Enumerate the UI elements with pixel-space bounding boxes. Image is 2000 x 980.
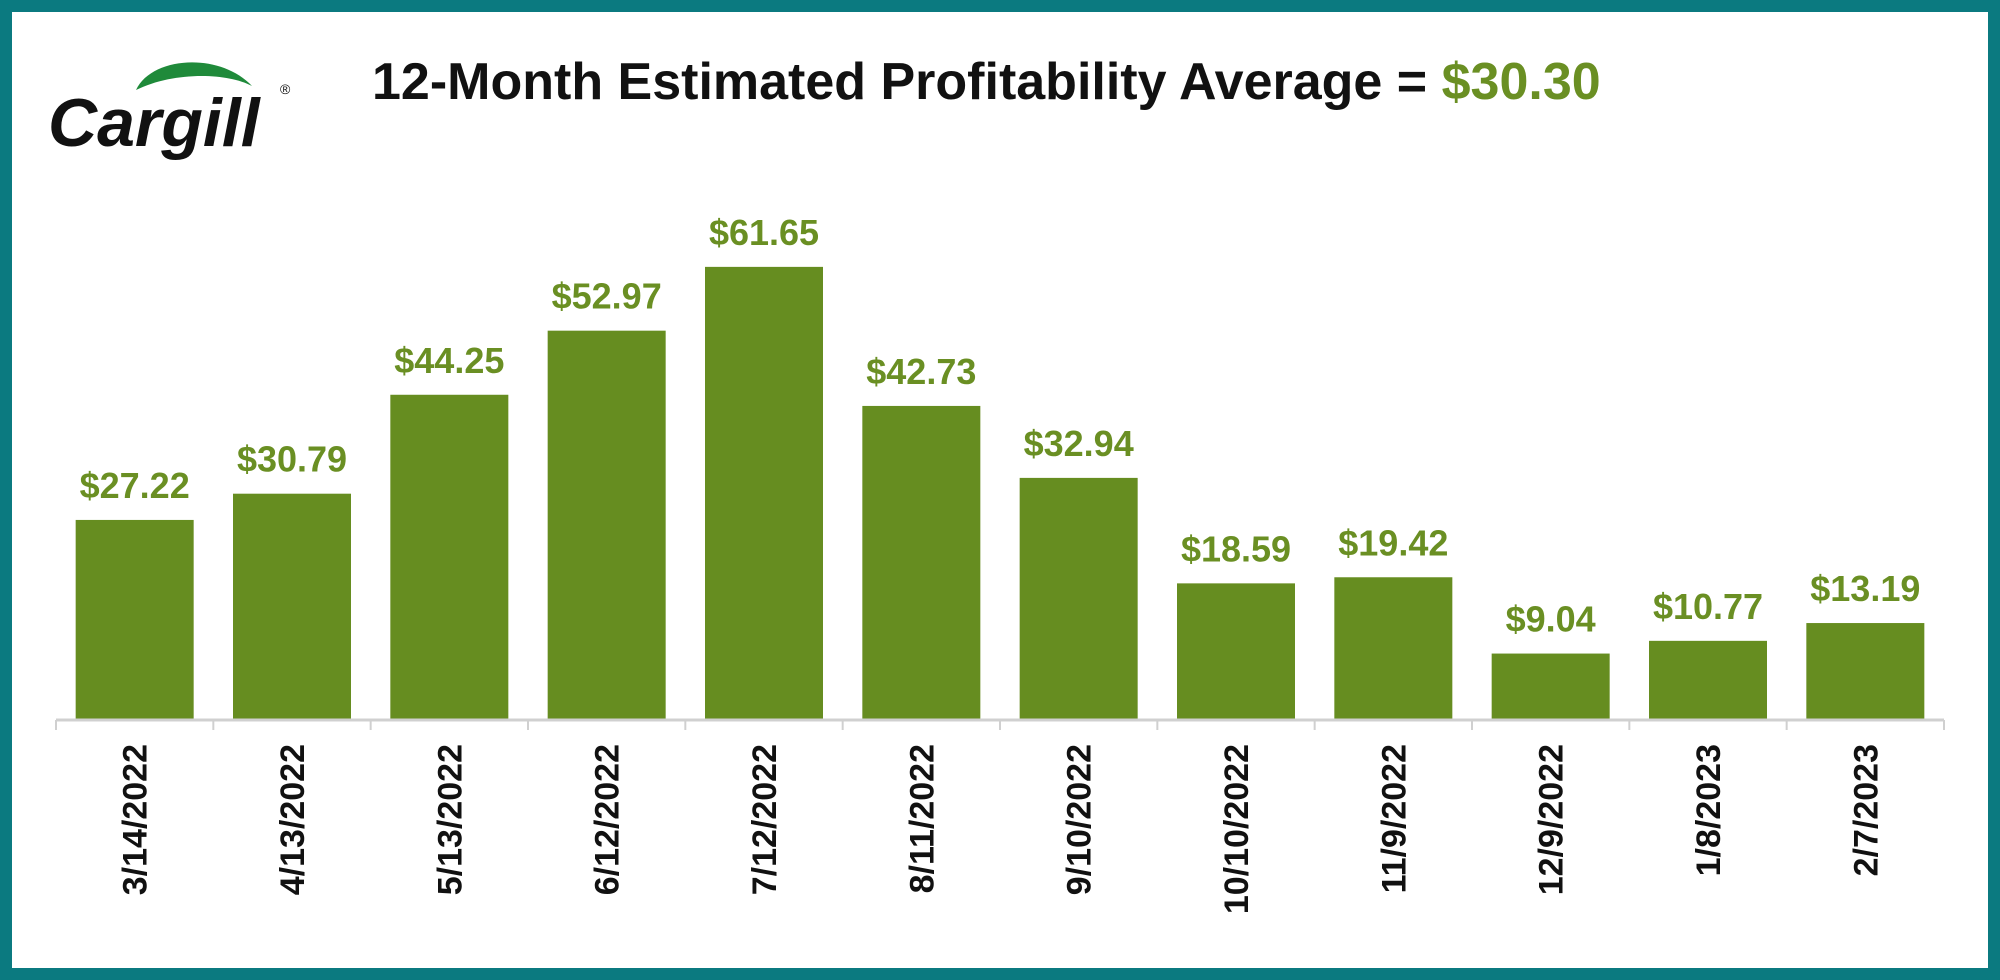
data-label-5: $61.65 <box>709 212 819 253</box>
data-label-4: $52.97 <box>552 276 662 317</box>
chart-title: 12-Month Estimated Profitability Average… <box>372 52 1601 112</box>
bar-11 <box>1649 640 1767 720</box>
x-tick-label-11: 1/8/2023 <box>1690 744 1728 876</box>
bar-9 <box>1334 577 1453 720</box>
bar-5 <box>705 266 823 720</box>
data-label-12: $13.19 <box>1810 568 1920 609</box>
x-tick-label-5: 7/12/2022 <box>746 744 784 895</box>
logo-wordmark: Cargill <box>48 85 262 161</box>
bar-7 <box>1019 477 1138 720</box>
data-label-11: $10.77 <box>1653 586 1763 627</box>
data-labels-group: $27.22 $30.79 $44.25 $52.97 $61.65 $42.73 $32.… <box>80 212 1921 640</box>
bar-1 <box>75 519 194 720</box>
data-label-6: $42.73 <box>866 351 976 392</box>
bar-6 <box>862 405 981 720</box>
data-label-10: $9.04 <box>1506 599 1596 640</box>
average-value: $30.30 <box>1441 53 1601 111</box>
data-label-7: $32.94 <box>1024 423 1134 464</box>
data-label-8: $18.59 <box>1181 528 1291 569</box>
bar-2 <box>233 493 351 720</box>
x-tick-label-6: 8/11/2022 <box>903 744 941 893</box>
logo-leaf-arc <box>136 62 252 90</box>
x-tick-label-12: 2/7/2023 <box>1847 744 1885 876</box>
cargill-logo: Cargill ® <box>48 62 291 161</box>
bars-group <box>75 266 1925 720</box>
data-label-2: $30.79 <box>237 439 347 480</box>
chart-frame: Cargill ® 12-Month Estimated Profitabili… <box>12 12 1988 968</box>
x-tick-label-8: 10/10/2022 <box>1218 744 1256 914</box>
x-tick-label-7: 9/10/2022 <box>1061 744 1099 895</box>
x-axis <box>55 718 1945 730</box>
x-tick-label-9: 11/9/2022 <box>1375 744 1413 893</box>
data-label-1: $27.22 <box>80 465 190 506</box>
logo-registered-mark: ® <box>280 81 291 97</box>
bar-8 <box>1177 583 1295 720</box>
bar-3 <box>390 394 509 720</box>
x-tick-label-1: 3/14/2022 <box>117 744 155 895</box>
data-label-9: $19.42 <box>1338 522 1448 563</box>
data-label-3: $44.25 <box>394 340 504 381</box>
x-tick-label-4: 6/12/2022 <box>589 744 627 895</box>
x-tick-label-2: 4/13/2022 <box>274 744 312 895</box>
bar-10 <box>1491 653 1610 720</box>
bar-4 <box>547 330 666 720</box>
chart-title-text: 12-Month Estimated Profitability Average… <box>372 53 1442 111</box>
x-tick-label-10: 12/9/2022 <box>1533 744 1571 895</box>
x-tick-label-3: 5/13/2022 <box>431 744 469 895</box>
bar-12 <box>1806 623 1925 720</box>
x-tick-labels-group: 3/14/2022 4/13/2022 5/13/2022 6/12/2022 7/12… <box>117 744 1886 914</box>
